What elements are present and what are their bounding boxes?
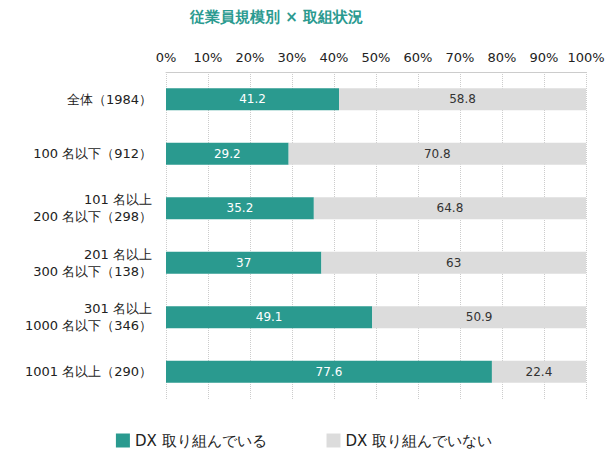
svg-text:30%: 30% xyxy=(278,50,307,65)
svg-text:70%: 70% xyxy=(446,50,475,65)
svg-text:201 名以上: 201 名以上 xyxy=(84,247,152,262)
svg-text:DX 取り組んでいる: DX 取り組んでいる xyxy=(135,432,267,450)
svg-text:60%: 60% xyxy=(404,50,433,65)
svg-text:0%: 0% xyxy=(156,50,177,65)
svg-text:41.2: 41.2 xyxy=(239,92,266,106)
svg-text:90%: 90% xyxy=(530,50,559,65)
svg-text:全体（1984）: 全体（1984） xyxy=(67,92,152,107)
svg-text:100%: 100% xyxy=(567,50,604,65)
svg-text:64.8: 64.8 xyxy=(437,201,464,215)
svg-text:101 名以上: 101 名以上 xyxy=(84,192,152,207)
svg-text:40%: 40% xyxy=(320,50,349,65)
svg-text:70.8: 70.8 xyxy=(424,147,451,161)
svg-text:1000 名以下（346）: 1000 名以下（346） xyxy=(25,318,152,333)
svg-text:58.8: 58.8 xyxy=(449,92,476,106)
svg-text:77.6: 77.6 xyxy=(316,365,343,379)
svg-text:20%: 20% xyxy=(236,50,265,65)
svg-text:301 名以上: 301 名以上 xyxy=(84,301,152,316)
svg-text:80%: 80% xyxy=(488,50,517,65)
svg-text:49.1: 49.1 xyxy=(256,310,283,324)
svg-text:10%: 10% xyxy=(194,50,223,65)
svg-text:37: 37 xyxy=(236,256,251,270)
svg-text:50.9: 50.9 xyxy=(466,310,493,324)
svg-text:DX 取り組んでいない: DX 取り組んでいない xyxy=(346,432,493,450)
svg-text:50%: 50% xyxy=(362,50,391,65)
svg-text:63: 63 xyxy=(446,256,461,270)
svg-text:29.2: 29.2 xyxy=(214,147,241,161)
svg-text:22.4: 22.4 xyxy=(526,365,553,379)
svg-text:35.2: 35.2 xyxy=(227,201,254,215)
svg-text:200 名以下（298）: 200 名以下（298） xyxy=(33,209,152,224)
svg-text:300 名以下（138）: 300 名以下（138） xyxy=(33,264,152,279)
svg-text:1001 名以上（290）: 1001 名以上（290） xyxy=(25,364,152,379)
svg-text:100 名以下（912）: 100 名以下（912） xyxy=(33,146,152,161)
svg-text:従業員規模別 × 取組状況: 従業員規模別 × 取組状況 xyxy=(189,8,363,26)
